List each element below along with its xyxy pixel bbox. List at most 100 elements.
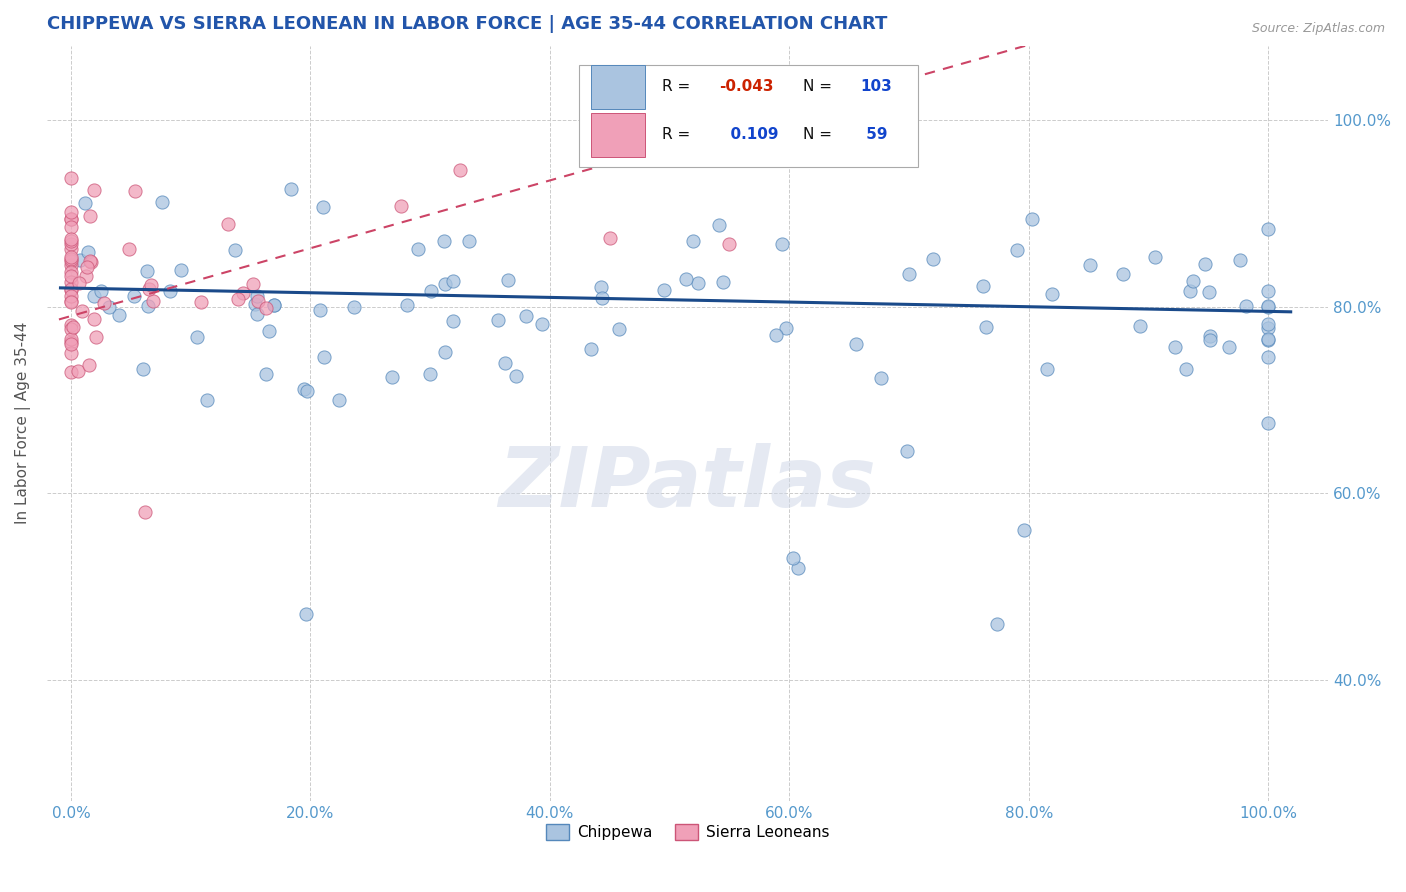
Text: 0.109: 0.109 <box>720 127 778 142</box>
Point <box>1198 329 1220 343</box>
Point <box>974 320 997 334</box>
Point <box>449 162 471 177</box>
Point <box>1229 252 1251 267</box>
Point <box>75 196 97 211</box>
Point <box>59 211 82 226</box>
Point <box>1040 286 1063 301</box>
Point <box>607 322 630 336</box>
Point <box>1080 258 1102 272</box>
Point <box>59 243 82 257</box>
Point <box>59 365 82 379</box>
Point <box>1236 299 1258 313</box>
FancyBboxPatch shape <box>592 112 645 157</box>
Point <box>59 232 82 246</box>
Point <box>83 312 105 326</box>
Point <box>1036 362 1059 376</box>
Text: N =: N = <box>803 127 832 142</box>
Point <box>59 282 82 296</box>
Point <box>782 551 804 566</box>
Point <box>1181 274 1204 288</box>
Y-axis label: In Labor Force | Age 35-44: In Labor Force | Age 35-44 <box>15 322 31 524</box>
Point <box>434 277 457 291</box>
Legend: Chippewa, Sierra Leoneans: Chippewa, Sierra Leoneans <box>540 818 835 847</box>
Point <box>1198 285 1220 299</box>
Point <box>1257 299 1279 313</box>
Point <box>59 253 82 268</box>
Point <box>1218 340 1240 354</box>
Text: Source: ZipAtlas.com: Source: ZipAtlas.com <box>1251 22 1385 36</box>
Point <box>505 369 527 384</box>
Point <box>419 367 441 381</box>
Point <box>1164 341 1187 355</box>
Point <box>77 245 100 260</box>
Point <box>775 321 797 335</box>
Point <box>263 298 285 312</box>
Point <box>395 298 418 312</box>
Point <box>107 308 129 322</box>
Point <box>226 292 249 306</box>
Point <box>72 304 94 318</box>
Point <box>138 282 160 296</box>
Point <box>59 252 82 267</box>
Point <box>59 284 82 298</box>
Point <box>217 217 239 231</box>
Point <box>294 607 316 622</box>
Point <box>59 288 82 302</box>
Text: R =: R = <box>662 79 690 95</box>
Point <box>897 267 920 281</box>
Point <box>675 272 697 286</box>
Point <box>1143 250 1166 264</box>
Text: 103: 103 <box>860 79 893 95</box>
Point <box>86 330 108 344</box>
Point <box>581 342 603 356</box>
Point <box>59 275 82 289</box>
Point <box>69 253 91 268</box>
Point <box>79 254 101 268</box>
Point <box>77 358 100 372</box>
Point <box>1257 350 1279 364</box>
Point <box>98 300 121 314</box>
Text: 59: 59 <box>860 127 887 142</box>
Point <box>76 260 98 274</box>
Point <box>195 393 218 408</box>
Point <box>1257 317 1279 331</box>
Point <box>457 234 479 248</box>
Point <box>59 234 82 248</box>
Point <box>59 170 82 185</box>
Point <box>433 345 456 359</box>
Point <box>496 273 519 287</box>
Point <box>59 332 82 346</box>
Point <box>247 293 270 308</box>
Point <box>190 295 212 310</box>
Point <box>1257 221 1279 235</box>
Point <box>711 275 734 289</box>
Point <box>139 278 162 293</box>
Point <box>59 345 82 359</box>
Point <box>1257 334 1279 348</box>
Point <box>124 289 146 303</box>
Point <box>343 300 366 314</box>
Point <box>59 250 82 264</box>
Point <box>124 184 146 198</box>
Point <box>1005 244 1028 258</box>
Point <box>328 393 350 408</box>
Point <box>986 616 1008 631</box>
Point <box>530 317 553 331</box>
FancyBboxPatch shape <box>592 65 645 110</box>
Point <box>67 276 90 290</box>
Point <box>1174 362 1197 376</box>
Point <box>1257 333 1279 347</box>
Point <box>599 231 621 245</box>
Point <box>1021 212 1043 227</box>
Text: R =: R = <box>662 127 690 142</box>
Point <box>1012 524 1035 538</box>
Point <box>589 280 612 294</box>
Point <box>870 371 893 385</box>
Point <box>1257 321 1279 335</box>
Point <box>515 309 537 323</box>
Point <box>169 263 191 277</box>
Point <box>312 200 335 214</box>
Point <box>845 336 868 351</box>
Point <box>59 293 82 308</box>
Point <box>1178 285 1201 299</box>
